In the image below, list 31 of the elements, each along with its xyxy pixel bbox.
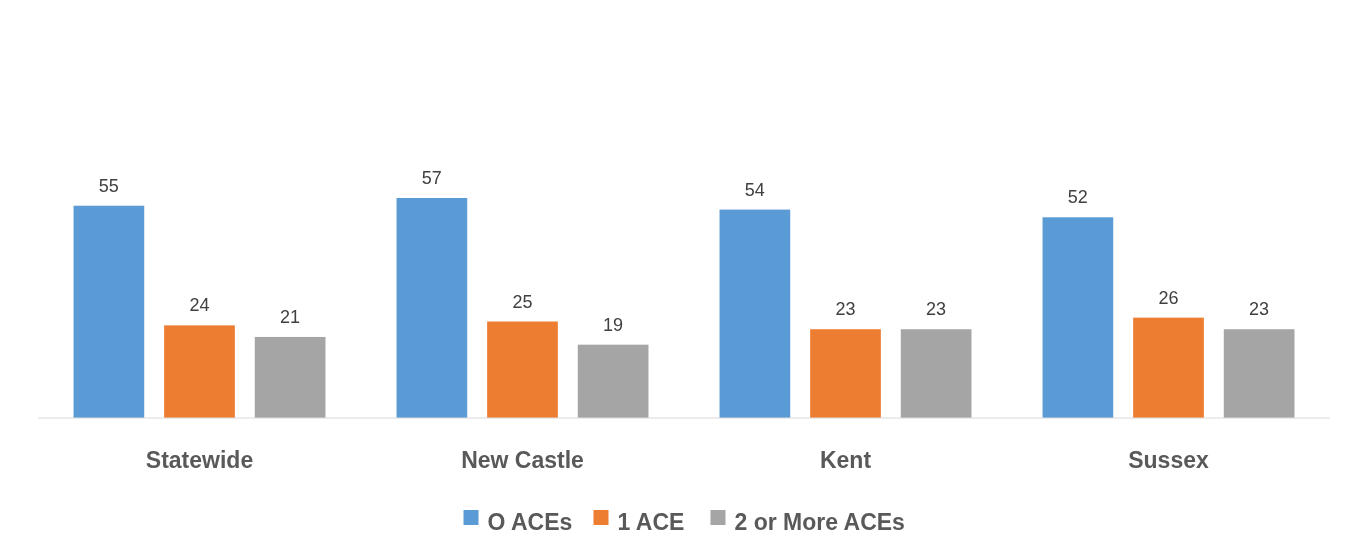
data-label: 23: [835, 299, 856, 320]
x-tick-label: Sussex: [1128, 447, 1209, 473]
bar: [577, 344, 649, 418]
bar: [1042, 217, 1114, 418]
bar: [396, 198, 468, 418]
bar: [810, 329, 881, 418]
data-label: 23: [926, 299, 947, 320]
data-label: 57: [421, 168, 442, 188]
x-tick-label: New Castle: [461, 447, 584, 473]
bar: [254, 336, 326, 418]
bar: [1223, 329, 1295, 418]
data-label: 23: [1249, 299, 1270, 320]
data-label: 21: [280, 306, 301, 327]
x-tick-label: Statewide: [145, 447, 254, 473]
data-label: 26: [1158, 287, 1179, 308]
data-label: 55: [98, 175, 119, 196]
bar: [719, 209, 791, 418]
legend-label: O ACEs: [487, 509, 573, 536]
legend-label: 2 or More ACEs: [734, 509, 905, 536]
data-label: 52: [1067, 187, 1088, 208]
x-tick-label: Kent: [819, 447, 872, 473]
bar: [73, 205, 145, 418]
bar: [164, 325, 235, 418]
bar: [1133, 317, 1204, 418]
legend-label: 1 ACE: [617, 509, 685, 536]
data-label: 24: [189, 295, 210, 316]
data-label: 19: [603, 314, 624, 335]
data-label: 54: [744, 179, 765, 200]
data-label: 25: [512, 291, 533, 312]
bar: [487, 321, 558, 418]
bar: [900, 329, 972, 418]
